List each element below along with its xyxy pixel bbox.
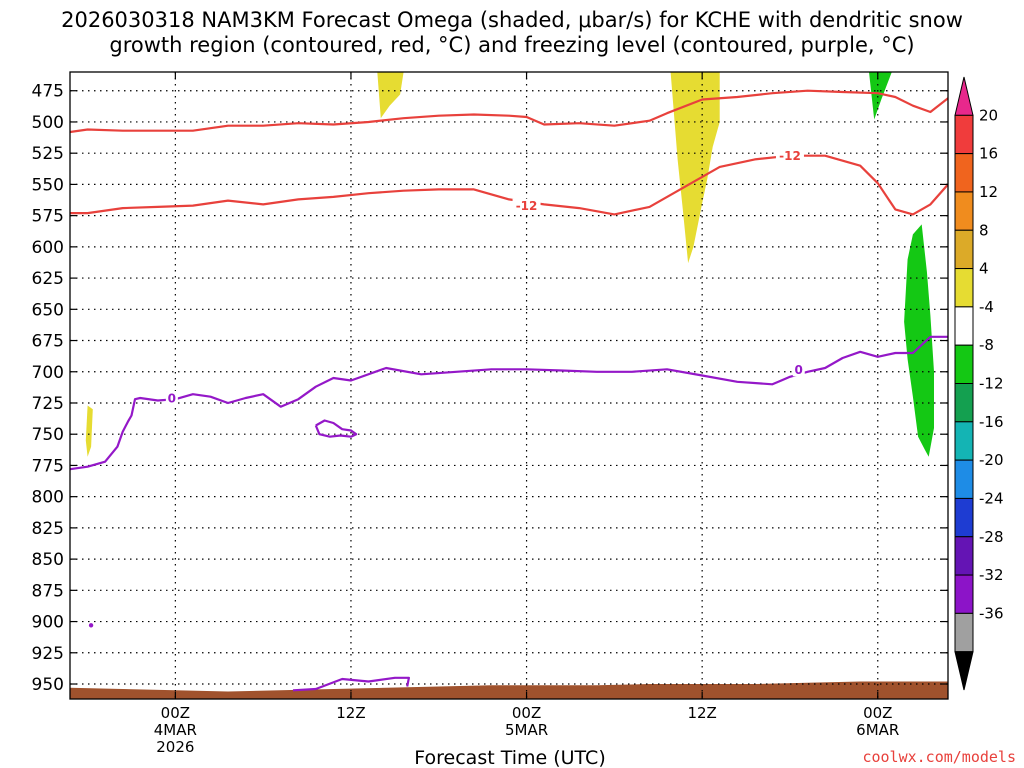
plot-area: -18-12-120047550052555057560062565067570… [32,71,949,756]
colorbar-swatch-8 [954,383,974,423]
x-tick-label-0-0: 00Z [161,704,190,722]
x-tick-label-0-1: 4MAR [154,721,197,739]
dgz-minus18-line [70,89,948,134]
y-tick-label-475: 475 [32,82,64,102]
x-tick-label-20-1: 5MAR [505,721,548,739]
x-tick-label-40-1: 6MAR [856,721,899,739]
x-axis-label: Forecast Time (UTC) [414,747,605,768]
colorbar-label-7: -12 [979,375,1004,393]
freezing-level-dot [88,623,94,628]
y-tick-label-850: 850 [32,550,64,570]
colorbar-swatch-1 [954,114,974,155]
colorbar-swatch-12 [954,536,974,576]
y-tick-label-775: 775 [32,456,64,476]
colorbar-label-11: -28 [979,528,1004,546]
dgz-minus12-label-0: -12 [516,199,538,213]
y-tick-label-700: 700 [32,363,64,383]
colorbar-label-1: 16 [979,145,998,163]
y-tick-label-650: 650 [32,300,64,320]
colorbar-label-0: 20 [979,106,998,124]
omega-shaded-region-4 [85,405,93,457]
x-tick-label-10-0: 12Z [336,704,365,722]
dgz-minus12-label-bg-1 [775,148,804,163]
colorbar-label-5: -4 [979,298,994,316]
omega-shaded-region-3 [904,224,934,457]
y-tick-label-950: 950 [32,675,64,695]
freezing-level-label-0: 0 [168,391,176,405]
freezing-level-bottom-segment [292,676,410,692]
y-tick-label-550: 550 [32,175,64,195]
terrain-fill [70,681,948,699]
y-tick-label-525: 525 [32,144,64,164]
y-tick-label-625: 625 [32,269,64,289]
colorbar-swatch-14 [954,612,974,653]
colorbar-swatch-13 [954,574,974,614]
colorbar-swatch-5 [954,268,974,308]
dgz-minus12-label-1: -12 [779,149,801,163]
colorbar-label-12: -32 [979,566,1004,584]
omega-shaded-region-2 [869,72,892,120]
colorbar-label-4: 4 [979,260,989,278]
y-tick-label-925: 925 [32,644,64,664]
colorbar-swatch-11 [954,497,974,538]
y-tick-label-825: 825 [32,519,64,539]
freezing-level-label-bg-0 [165,390,178,405]
freezing-level-label-bg-1 [792,362,805,377]
x-tick-label-20-0: 00Z [512,704,541,722]
colorbar-label-6: -8 [979,336,994,354]
credit-text: coolwx.com/models [862,748,1016,766]
colorbar-swatch-2 [954,153,974,193]
y-tick-label-575: 575 [32,207,64,227]
colorbar-swatch-6 [954,306,974,346]
colorbar-label-8: -16 [979,413,1004,431]
colorbar-label-2: 12 [979,183,998,201]
x-tick-label-30-0: 12Z [687,704,716,722]
colorbar-label-13: -36 [979,604,1004,622]
colorbar: 20 16 12 8 4 -4 -8 -12 -16 -20 -24 -28 -32 -36 [954,76,1004,691]
y-tick-label-500: 500 [32,113,64,133]
dgz-minus12-line [70,154,948,216]
y-tick-label-900: 900 [32,613,64,633]
colorbar-bottom-arrow [954,651,974,691]
colorbar-swatch-4 [954,229,974,270]
colorbar-swatch-9 [954,421,974,461]
freezing-level-small-loop [314,419,358,438]
chart-title-line1: 2026030318 NAM3KM Forecast Omega (shaded… [61,8,963,32]
chart-title-line2: growth region (contoured, red, °C) and f… [109,33,914,57]
x-tick-label-40-0: 00Z [863,704,892,722]
colorbar-swatch-10 [954,459,974,499]
y-tick-label-875: 875 [32,581,64,601]
y-tick-label-800: 800 [32,488,64,508]
colorbar-top-arrow [954,76,974,116]
colorbar-label-9: -20 [979,451,1004,469]
colorbar-swatch-3 [954,191,974,231]
y-tick-label-750: 750 [32,425,64,445]
y-tick-label-600: 600 [32,238,64,258]
colorbar-swatch-7 [954,344,974,384]
x-tick-label-0-2: 2026 [156,738,194,756]
omega-shaded-region-0 [377,72,404,119]
y-tick-label-675: 675 [32,332,64,352]
colorbar-label-10: -24 [979,489,1004,507]
freezing-level-line [70,335,948,471]
freezing-level-label-1: 0 [795,363,803,377]
colorbar-label-3: 8 [979,221,989,239]
dgz-minus12-label-bg-0 [512,198,541,213]
plot-frame [69,71,949,700]
y-tick-label-725: 725 [32,394,64,414]
omega-shaded-region-1 [670,72,720,264]
